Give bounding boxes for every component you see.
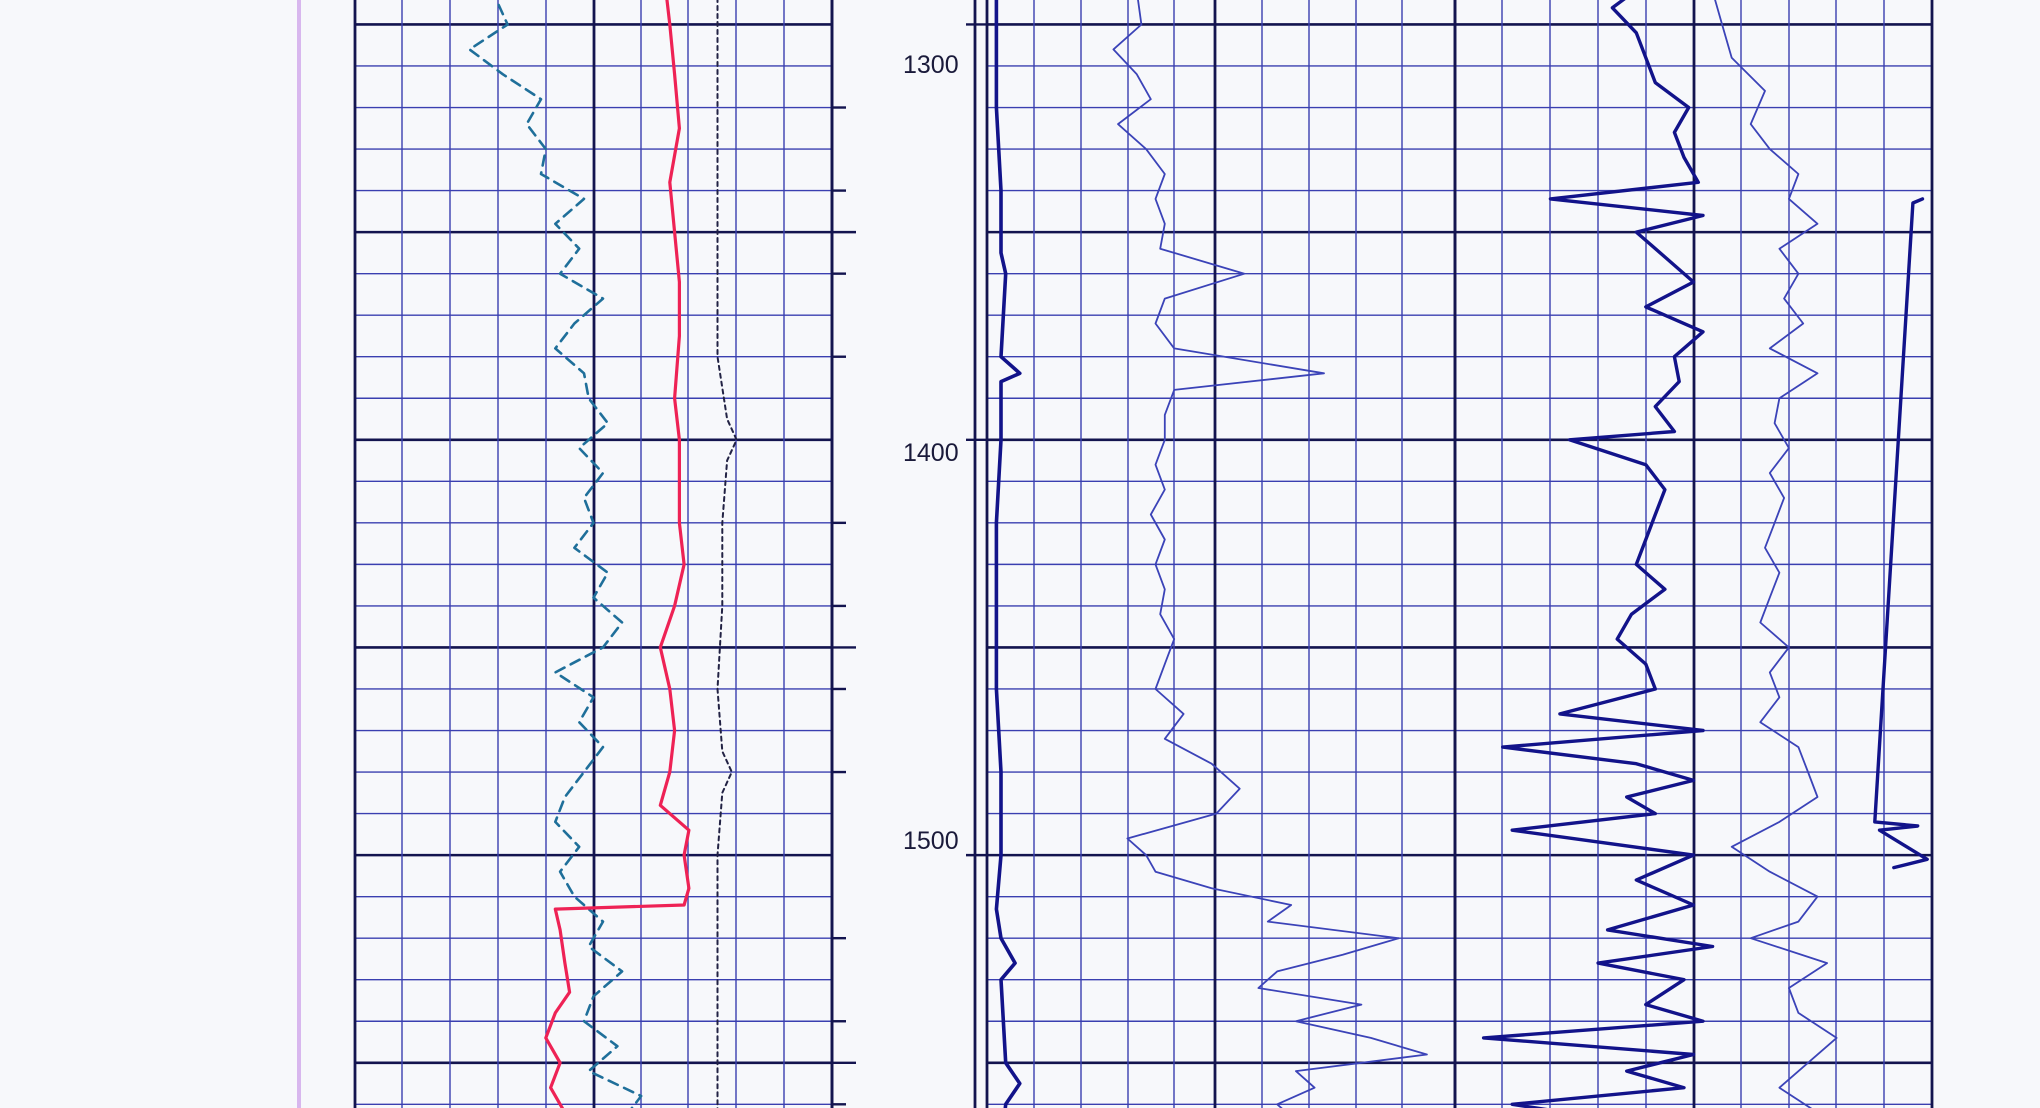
log-curve-red-solid — [544, 0, 691, 1108]
depth-tick-label: 1400 — [903, 439, 959, 467]
log-curve-black-dotted — [716, 0, 738, 1108]
log-curve-thin-track2 — [1112, 0, 1428, 1108]
log-curve-thick-track3 — [1481, 0, 1715, 1108]
log-curve-teal-dashed — [468, 0, 643, 1108]
log-curve-thin-track3 — [1714, 0, 1838, 1108]
log-curves — [468, 0, 1929, 1108]
log-curve-thick-edge — [994, 0, 1022, 1108]
log-curve-spikes-track3 — [1873, 197, 1929, 870]
depth-tick-label: 1300 — [903, 51, 959, 79]
depth-tick-label: 1500 — [903, 827, 959, 855]
depth-track: 1300 1400 1500 — [830, 0, 987, 1108]
track-3-grid — [1453, 0, 1934, 1108]
